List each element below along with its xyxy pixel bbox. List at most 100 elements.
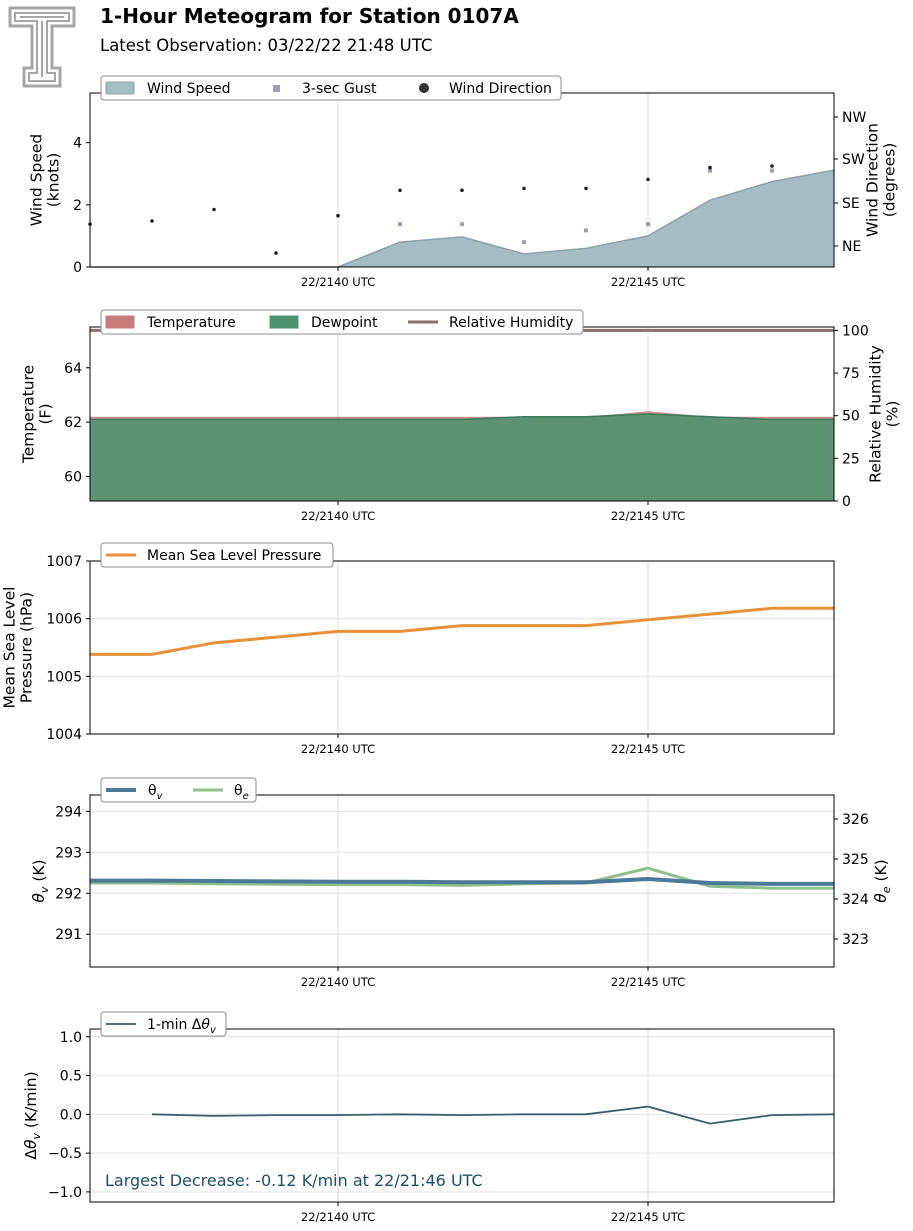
wind-direction-point (522, 186, 526, 191)
dtheta-ylabel-delta: Δ (22, 1149, 40, 1160)
wind-legend-label: Wind Direction (449, 81, 552, 97)
theta-y2label-symbol: θ (872, 893, 890, 903)
mslp-line (90, 606, 834, 656)
latest-observation: Latest Observation: 03/22/22 21:48 UTC (100, 36, 433, 55)
wind-direction-point (646, 177, 650, 182)
temp-xtick-label: 22/2145 UTC (611, 509, 685, 523)
dtheta-legend-text: 1-min Δ (147, 1017, 202, 1033)
dtheta-legend-symbol: θ (201, 1017, 210, 1033)
dtheta-axes-frame (89, 1028, 835, 1203)
wind-y2tick-label: SE (842, 196, 860, 212)
theta-ytick-label: 291 (55, 927, 82, 943)
temp-xtick-label: 22/2140 UTC (301, 509, 375, 523)
wind-ylabel: (knots) (45, 153, 63, 208)
dtheta-ytick-label: 1.0 (60, 1030, 82, 1046)
mslp-xtick-label: 22/2140 UTC (301, 742, 375, 756)
dtheta-legend-sub: v (210, 1025, 217, 1036)
temp-legend-label: Dewpoint (311, 315, 378, 331)
wind-ytick-label: 4 (73, 136, 82, 152)
mslp-legend-label: Mean Sea Level Pressure (147, 548, 321, 564)
theta-e-line (90, 866, 834, 890)
temp-y2tick-label: 25 (842, 451, 860, 467)
theta-v-ylabel: θv (K) (30, 859, 51, 902)
wind-y2label: (degrees) (881, 143, 899, 218)
temp-legend-box (100, 309, 584, 335)
theta-y2label-sub: e (880, 886, 893, 893)
dtheta-ylabel: Δθv (K/min) (22, 1071, 43, 1159)
wind-direction-point (212, 207, 216, 212)
dtheta-line (151, 1105, 835, 1125)
dtheta-panel: 22/2140 UTC 22/2145 UTC −1.0 −0.5 0.0 0.5 1.0 Δ… (22, 1011, 835, 1224)
wind-y2label: Wind Direction (864, 123, 882, 237)
theta-ytick-label: 294 (55, 804, 82, 820)
theta-e-ylabel: θe (K) (872, 859, 893, 902)
gust-point (708, 168, 712, 173)
mslp-legend-box (100, 542, 334, 568)
temp-ytick-label: 64 (64, 361, 82, 377)
dtheta-ytick-label: 0.5 (60, 1069, 82, 1085)
wind-ytick-label: 0 (73, 260, 82, 276)
dtheta-ytick-label: −0.5 (48, 1146, 82, 1162)
dtheta-ytick-label: 0.0 (60, 1107, 82, 1123)
theta-legend-box (100, 777, 257, 803)
dewpoint-area (90, 414, 834, 501)
mslp-ytick-label: 1005 (46, 669, 82, 685)
theta-legend-label-sub: v (157, 791, 164, 802)
theta-y2tick-label: 324 (842, 892, 869, 908)
gust-point (584, 228, 588, 233)
dtheta-ylabel-symbol: θ (22, 1139, 40, 1149)
mslp-ytick-label: 1007 (46, 554, 82, 570)
wind-legend-swatch (273, 85, 280, 92)
largest-decrease-annotation: Largest Decrease: -0.12 K/min at 22/21:4… (105, 1171, 483, 1190)
gust-point (460, 222, 464, 227)
mslp-ylabel: Pressure (hPa) (18, 592, 36, 703)
theta-ylabel-unit: (K) (30, 859, 48, 886)
gust-point (646, 222, 650, 227)
temp-legend-swatch (105, 315, 135, 329)
wind-xtick-label: 22/2140 UTC (301, 275, 375, 289)
mslp-panel: 22/2140 UTC 22/2145 UTC 1004 1005 1006 1007 Me… (1, 542, 835, 756)
dtheta-ylabel-unit: (K/min) (22, 1071, 40, 1133)
dtheta-xtick-label: 22/2145 UTC (611, 1210, 685, 1224)
theta-xtick-label: 22/2145 UTC (611, 975, 685, 989)
wind-legend-label: 3-sec Gust (302, 81, 377, 97)
temp-y2tick-label: 50 (842, 409, 860, 425)
wind-legend-swatch (419, 83, 429, 93)
temp-panel: 22/2140 UTC 22/2145 UTC 60 62 64 0 25 50 75 100 Te… (20, 309, 902, 523)
theta-v-line (90, 876, 834, 886)
theta-panel: 22/2140 UTC 22/2145 UTC 291 292 293 294 323 324… (30, 777, 893, 989)
dtheta-xtick-label: 22/2140 UTC (301, 1210, 375, 1224)
temp-y2tick-label: 0 (842, 494, 851, 510)
wind-direction-point (274, 251, 278, 255)
mslp-ytick-label: 1006 (46, 612, 82, 628)
theta-ylabel-symbol: θ (30, 893, 48, 903)
mslp-ytick-label: 1004 (46, 727, 82, 743)
wind-direction-point (708, 165, 712, 170)
wind-y2tick-label: NE (842, 239, 861, 255)
dtheta-ytick-label: −1.0 (48, 1185, 82, 1201)
theta-legend-label-sub: e (243, 791, 249, 802)
wind-ylabel: Wind Speed (28, 134, 46, 226)
wind-direction-point (770, 164, 774, 168)
mslp-xtick-label: 22/2145 UTC (611, 742, 685, 756)
theta-y2tick-label: 325 (842, 852, 869, 868)
wind-xtick-label: 22/2145 UTC (611, 275, 685, 289)
wind-direction-point (336, 213, 340, 218)
dtheta-legend-box (100, 1011, 227, 1037)
mslp-ylabel: Mean Sea Level (1, 587, 19, 709)
temp-legend-label: Relative Humidity (449, 315, 573, 331)
theta-y2tick-label: 323 (842, 932, 869, 948)
wind-legend-swatch (105, 81, 135, 95)
dtheta-ylabel-sub: v (30, 1133, 43, 1140)
theta-axes-frame (89, 794, 835, 968)
theta-ylabel-sub: v (38, 886, 51, 893)
theta-xtick-label: 22/2140 UTC (301, 975, 375, 989)
temp-legend-swatch (269, 315, 299, 329)
temp-y2tick-label: 100 (842, 323, 869, 339)
temp-ytick-label: 62 (64, 415, 82, 431)
theta-ytick-label: 292 (55, 886, 82, 902)
wind-direction-point (584, 186, 588, 191)
gust-point (770, 168, 774, 173)
temp-ytick-label: 60 (64, 470, 82, 486)
